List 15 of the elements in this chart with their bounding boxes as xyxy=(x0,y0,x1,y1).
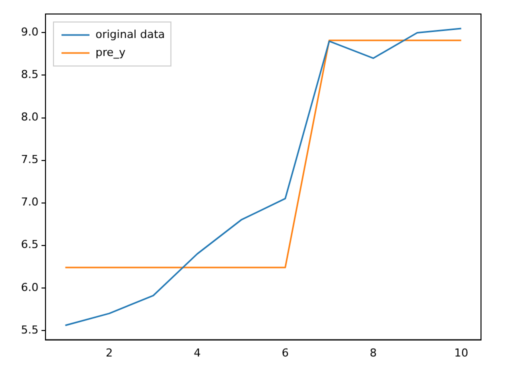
y-tick-label: 5.5 xyxy=(20,323,38,336)
y-tick-label: 6.5 xyxy=(20,238,38,252)
x-tick-label: 8 xyxy=(370,346,377,360)
y-tick-label: 7.5 xyxy=(20,153,38,166)
y-tick-label: 6.0 xyxy=(20,280,38,294)
x-tick-label: 10 xyxy=(454,346,468,360)
legend-label: original data xyxy=(95,28,165,41)
y-tick-label: 8.5 xyxy=(20,68,38,82)
y-tick-label: 7.0 xyxy=(20,196,38,209)
x-tick-label: 4 xyxy=(194,346,201,360)
y-tick-label: 9.0 xyxy=(20,26,38,39)
legend-label: pre_y xyxy=(95,46,126,59)
x-tick-label: 6 xyxy=(282,346,289,360)
y-tick-label: 8.0 xyxy=(20,110,38,124)
x-tick-label: 2 xyxy=(106,346,113,360)
